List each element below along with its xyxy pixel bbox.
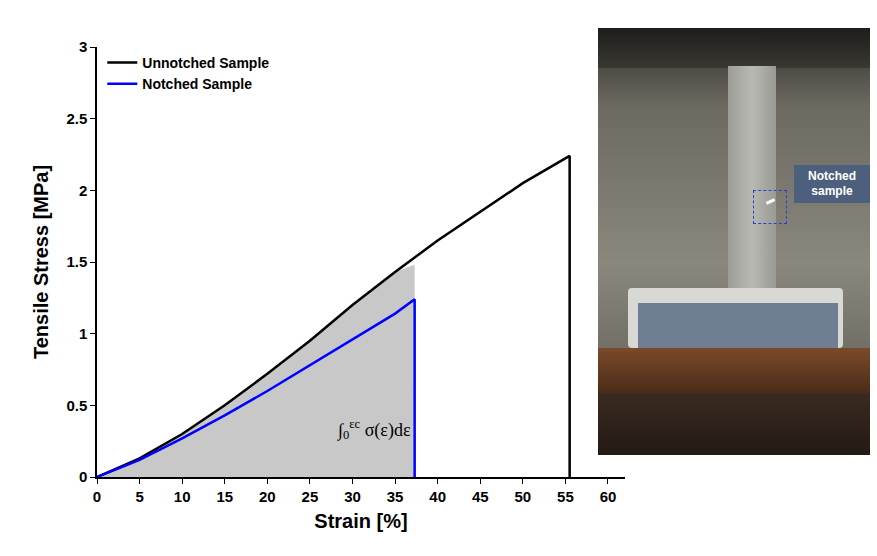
svg-text:60: 60 bbox=[600, 488, 617, 505]
svg-text:Tensile Stress [MPa]: Tensile Stress [MPa] bbox=[30, 165, 52, 359]
svg-text:15: 15 bbox=[216, 488, 233, 505]
svg-text:40: 40 bbox=[429, 488, 446, 505]
svg-text:0: 0 bbox=[93, 488, 101, 505]
svg-text:3: 3 bbox=[79, 38, 87, 55]
svg-text:0: 0 bbox=[79, 468, 87, 485]
svg-text:10: 10 bbox=[174, 488, 191, 505]
svg-text:20: 20 bbox=[259, 488, 276, 505]
svg-text:5: 5 bbox=[135, 488, 143, 505]
svg-text:2.5: 2.5 bbox=[66, 110, 87, 127]
svg-text:1.5: 1.5 bbox=[66, 253, 87, 270]
svg-text:35: 35 bbox=[387, 488, 404, 505]
svg-text:Notched Sample: Notched Sample bbox=[142, 76, 252, 92]
svg-text:30: 30 bbox=[344, 488, 361, 505]
svg-text:45: 45 bbox=[472, 488, 489, 505]
svg-text:0.5: 0.5 bbox=[66, 397, 87, 414]
svg-text:50: 50 bbox=[514, 488, 531, 505]
svg-text:∫​0​​εc​ σ(ε)dε: ∫​0​​εc​ σ(ε)dε bbox=[337, 417, 411, 442]
svg-text:25: 25 bbox=[302, 488, 319, 505]
html-text:Notched sample: Notched sample bbox=[808, 169, 856, 198]
svg-text:1: 1 bbox=[79, 325, 87, 342]
svg-text:2: 2 bbox=[79, 182, 87, 199]
svg-text:55: 55 bbox=[557, 488, 574, 505]
svg-text:Strain [%]: Strain [%] bbox=[314, 510, 407, 532]
svg-text:Unnotched Sample: Unnotched Sample bbox=[142, 55, 269, 71]
